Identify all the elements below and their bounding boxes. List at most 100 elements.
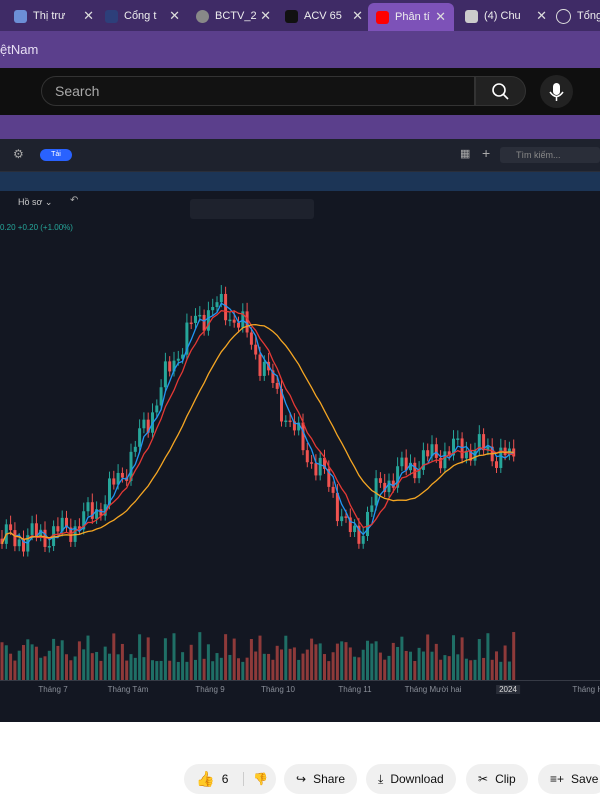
candle	[189, 322, 193, 325]
add-icon[interactable]: +	[482, 145, 491, 161]
search-icon	[492, 83, 509, 100]
volume	[357, 657, 361, 680]
candle	[353, 525, 357, 533]
time-label: Tháng 11	[338, 685, 372, 694]
undo-icon[interactable]: ↶	[70, 195, 79, 206]
save-label: Save	[571, 772, 599, 786]
candle	[108, 478, 111, 505]
tab-title: (4) Chu	[484, 10, 521, 22]
candle	[486, 446, 490, 451]
share-label: Share	[313, 772, 346, 786]
candle	[232, 319, 236, 323]
candle	[168, 361, 172, 372]
volume	[495, 651, 498, 680]
volume	[280, 649, 283, 680]
video-frame[interactable]: ⚙ Tải ▦ + Tìm kiếm... Hồ sơ ⌄ ↶ 0.20 +0.…	[0, 139, 600, 722]
candle	[99, 509, 103, 516]
candle	[0, 538, 4, 544]
time-label: Tháng 10	[261, 685, 295, 694]
candle	[348, 517, 352, 533]
search-box[interactable]: Search	[41, 76, 475, 106]
volume	[112, 633, 116, 680]
save-button[interactable]: ≡+ Save	[538, 764, 600, 794]
active-tab[interactable]: Phân tí ✕	[368, 3, 454, 31]
tab[interactable]: Cổng t ✕	[105, 4, 180, 28]
candle	[228, 319, 232, 322]
candle	[47, 546, 51, 548]
like-button[interactable]: 👍 6 👎	[184, 764, 276, 794]
candle	[421, 450, 425, 470]
tab[interactable]: ACV 65 ✕	[285, 4, 363, 28]
candle	[404, 457, 408, 471]
volume	[181, 652, 185, 680]
volume	[245, 657, 249, 680]
time-label: 2024	[496, 685, 520, 694]
address-bar[interactable]: ệtNam	[0, 31, 600, 68]
volume	[421, 651, 425, 680]
candle	[344, 516, 348, 518]
volume	[95, 651, 99, 680]
clip-button[interactable]: ✂ Clip	[466, 764, 528, 794]
candle	[198, 314, 202, 317]
share-button[interactable]: ↪ Share	[284, 764, 358, 794]
volume	[176, 661, 180, 680]
volume	[163, 638, 167, 680]
search-button[interactable]	[475, 76, 526, 106]
volume	[34, 646, 38, 680]
tab[interactable]: (4) Chu ✕	[465, 4, 547, 28]
volume	[211, 661, 215, 680]
layout-icon[interactable]: ▦	[460, 148, 471, 160]
candle	[361, 536, 365, 544]
volume	[271, 659, 275, 680]
candle	[224, 293, 228, 321]
candle	[22, 539, 25, 552]
tab[interactable]: Thị trư ✕	[14, 4, 94, 28]
time-label: Tháng 7	[38, 685, 68, 694]
candle	[77, 526, 81, 530]
volume	[168, 660, 172, 680]
volume	[198, 632, 202, 680]
volume	[232, 638, 236, 680]
load-button[interactable]: Tải	[40, 149, 72, 161]
candle	[439, 457, 443, 469]
candle	[219, 293, 223, 303]
volume	[26, 639, 30, 680]
candle	[426, 450, 430, 457]
download-label: Download	[390, 772, 444, 786]
candle	[112, 478, 116, 485]
profile-label[interactable]: Hồ sơ ⌄	[18, 197, 53, 207]
volume	[262, 653, 266, 680]
volume	[464, 658, 468, 680]
volume	[43, 656, 47, 680]
candle	[374, 478, 378, 506]
candle	[464, 450, 468, 459]
volume	[301, 653, 305, 680]
volume	[310, 638, 314, 680]
volume	[99, 660, 103, 680]
mic-button[interactable]	[540, 75, 573, 108]
settings-icon[interactable]: ⚙	[13, 147, 24, 161]
candle	[477, 434, 481, 451]
candle	[138, 428, 142, 447]
candle	[301, 422, 305, 451]
candle	[215, 302, 219, 308]
candle	[206, 310, 210, 331]
candle	[90, 502, 94, 519]
candle	[310, 462, 314, 464]
volume	[228, 654, 232, 680]
tab[interactable]: Tổng	[556, 4, 600, 28]
candle	[17, 539, 21, 547]
volume	[396, 646, 400, 680]
tab-title: Tổng	[577, 10, 600, 22]
candle	[142, 419, 146, 429]
tab[interactable]: BCTV_2 ✕	[196, 4, 271, 28]
volume	[39, 657, 43, 680]
download-button[interactable]: ⤓ Download	[366, 764, 456, 794]
tab-title: Thị trư	[33, 10, 66, 22]
volume	[366, 640, 369, 680]
candle	[280, 388, 283, 422]
volume	[73, 656, 77, 680]
volume	[361, 649, 365, 680]
search-field[interactable]: Tìm kiếm...	[500, 147, 600, 163]
volume	[202, 658, 206, 680]
